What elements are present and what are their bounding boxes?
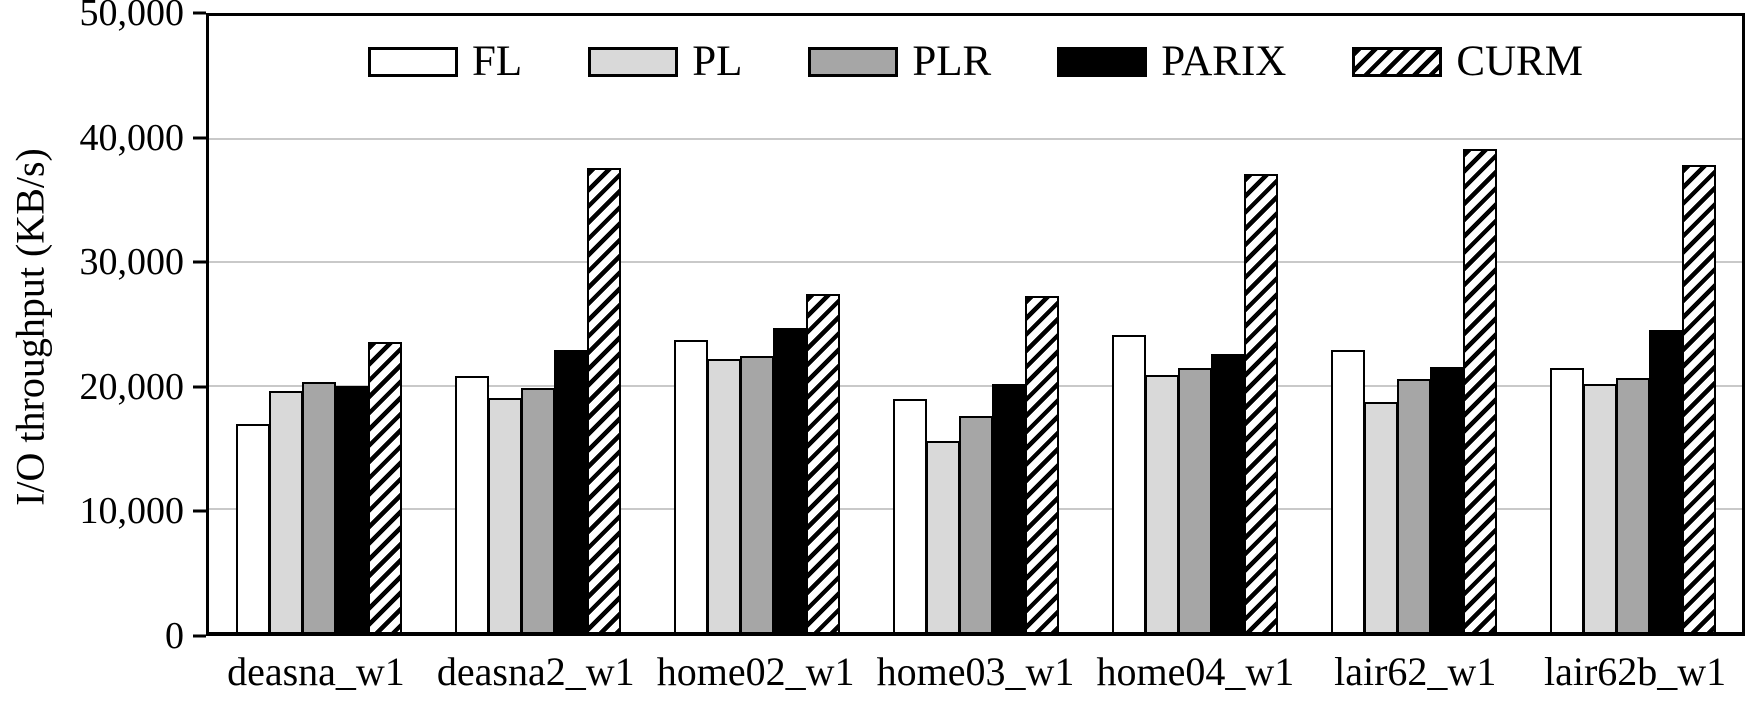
bar-curm-home02_w1 xyxy=(805,294,840,632)
bar-parix-lair62_w1 xyxy=(1429,367,1464,632)
bar-plr-deasna_w1 xyxy=(301,381,336,632)
legend-swatch-plr xyxy=(808,46,899,77)
y-tick-mark xyxy=(193,260,206,264)
bar-fl-deasna2_w1 xyxy=(454,375,489,632)
y-tick-mark xyxy=(193,509,206,513)
bar-curm-lair62_w1 xyxy=(1462,149,1497,632)
legend-label: FL xyxy=(472,38,523,85)
bar-curm-lair62b_w1 xyxy=(1681,165,1716,632)
legend-swatch-fl xyxy=(368,46,458,77)
y-tick-label: 10,000 xyxy=(79,490,185,533)
legend: FL PL PLR PARIX CURM xyxy=(209,40,1742,83)
bar-curm-home04_w1 xyxy=(1243,173,1278,632)
legend-item-pl: PL xyxy=(588,40,742,83)
bar-plr-home03_w1 xyxy=(958,416,993,632)
bar-fl-lair62_w1 xyxy=(1330,349,1365,632)
plot-area: FL PL PLR PARIX CURM xyxy=(206,13,1745,636)
bar-pl-home04_w1 xyxy=(1144,374,1179,632)
bar-fl-home02_w1 xyxy=(673,340,708,632)
legend-swatch-parix xyxy=(1057,46,1148,77)
bar-groups xyxy=(209,16,1742,632)
y-tick-mark xyxy=(193,11,206,15)
x-axis-labels: deasna_w1 deasna2_w1 home02_w1 home03_w1 hom… xyxy=(206,648,1745,695)
x-label-deasna2_w1: deasna2_w1 xyxy=(436,649,635,694)
bar-pl-home02_w1 xyxy=(706,358,741,632)
bar-group-deasna_w1 xyxy=(209,16,428,632)
bar-group-deasna2_w1 xyxy=(428,16,647,632)
bar-plr-home04_w1 xyxy=(1177,368,1212,632)
x-label-lair62b_w1: lair62b_w1 xyxy=(1543,649,1727,694)
y-axis: 0 10,000 20,000 30,000 40,000 50,000 xyxy=(0,0,206,657)
y-tick-label: 40,000 xyxy=(79,116,185,159)
bar-pl-home03_w1 xyxy=(925,441,960,632)
bar-pl-deasna_w1 xyxy=(268,390,303,632)
bar-group-home03_w1 xyxy=(866,16,1085,632)
bar-plr-home02_w1 xyxy=(739,356,774,632)
legend-swatch-curm xyxy=(1352,46,1443,77)
bar-plr-deasna2_w1 xyxy=(520,388,555,632)
y-tick-label: 50,000 xyxy=(79,0,185,34)
y-tick-mark xyxy=(193,634,206,638)
bar-parix-home02_w1 xyxy=(772,327,807,632)
legend-item-fl: FL xyxy=(368,40,522,83)
y-tick-mark xyxy=(193,136,206,140)
legend-item-parix: PARIX xyxy=(1057,40,1286,83)
y-tick-label: 0 xyxy=(165,615,184,657)
bar-group-lair62_w1 xyxy=(1304,16,1523,632)
y-tick-label: 30,000 xyxy=(79,241,185,284)
legend-label: CURM xyxy=(1456,38,1583,85)
bar-group-lair62b_w1 xyxy=(1523,16,1742,632)
bar-parix-home04_w1 xyxy=(1210,353,1245,632)
bar-parix-deasna_w1 xyxy=(334,385,369,632)
x-label-home03_w1: home03_w1 xyxy=(876,649,1075,694)
bar-group-home04_w1 xyxy=(1085,16,1304,632)
bar-group-home02_w1 xyxy=(647,16,866,632)
legend-swatch-pl xyxy=(588,46,679,77)
x-label-deasna_w1: deasna_w1 xyxy=(227,649,405,694)
bar-curm-deasna_w1 xyxy=(367,342,402,632)
bar-plr-lair62_w1 xyxy=(1396,379,1431,632)
legend-item-plr: PLR xyxy=(808,40,991,83)
bar-parix-home03_w1 xyxy=(991,384,1026,632)
gridline xyxy=(209,384,1742,387)
bar-pl-lair62_w1 xyxy=(1363,401,1398,632)
gridline xyxy=(209,138,1742,141)
legend-label: PARIX xyxy=(1161,38,1287,85)
bar-fl-home04_w1 xyxy=(1111,335,1146,632)
bar-parix-lair62b_w1 xyxy=(1648,330,1683,632)
y-tick-mark xyxy=(193,385,206,389)
x-label-home04_w1: home04_w1 xyxy=(1096,649,1295,694)
legend-label: PLR xyxy=(912,38,992,85)
bar-curm-deasna2_w1 xyxy=(586,167,621,632)
y-tick-label: 20,000 xyxy=(79,365,185,408)
bar-curm-home03_w1 xyxy=(1024,295,1059,632)
bar-fl-lair62b_w1 xyxy=(1549,368,1584,632)
x-label-home02_w1: home02_w1 xyxy=(656,649,855,694)
gridline xyxy=(209,261,1742,264)
legend-item-curm: CURM xyxy=(1352,40,1583,83)
bar-fl-home03_w1 xyxy=(892,399,927,632)
bar-fl-deasna_w1 xyxy=(235,423,270,632)
x-label-lair62_w1: lair62_w1 xyxy=(1334,649,1497,694)
bar-pl-lair62b_w1 xyxy=(1582,384,1617,632)
bar-plr-lair62b_w1 xyxy=(1615,378,1650,632)
bar-parix-deasna2_w1 xyxy=(553,349,588,632)
legend-label: PL xyxy=(692,38,743,85)
bar-pl-deasna2_w1 xyxy=(487,397,522,632)
